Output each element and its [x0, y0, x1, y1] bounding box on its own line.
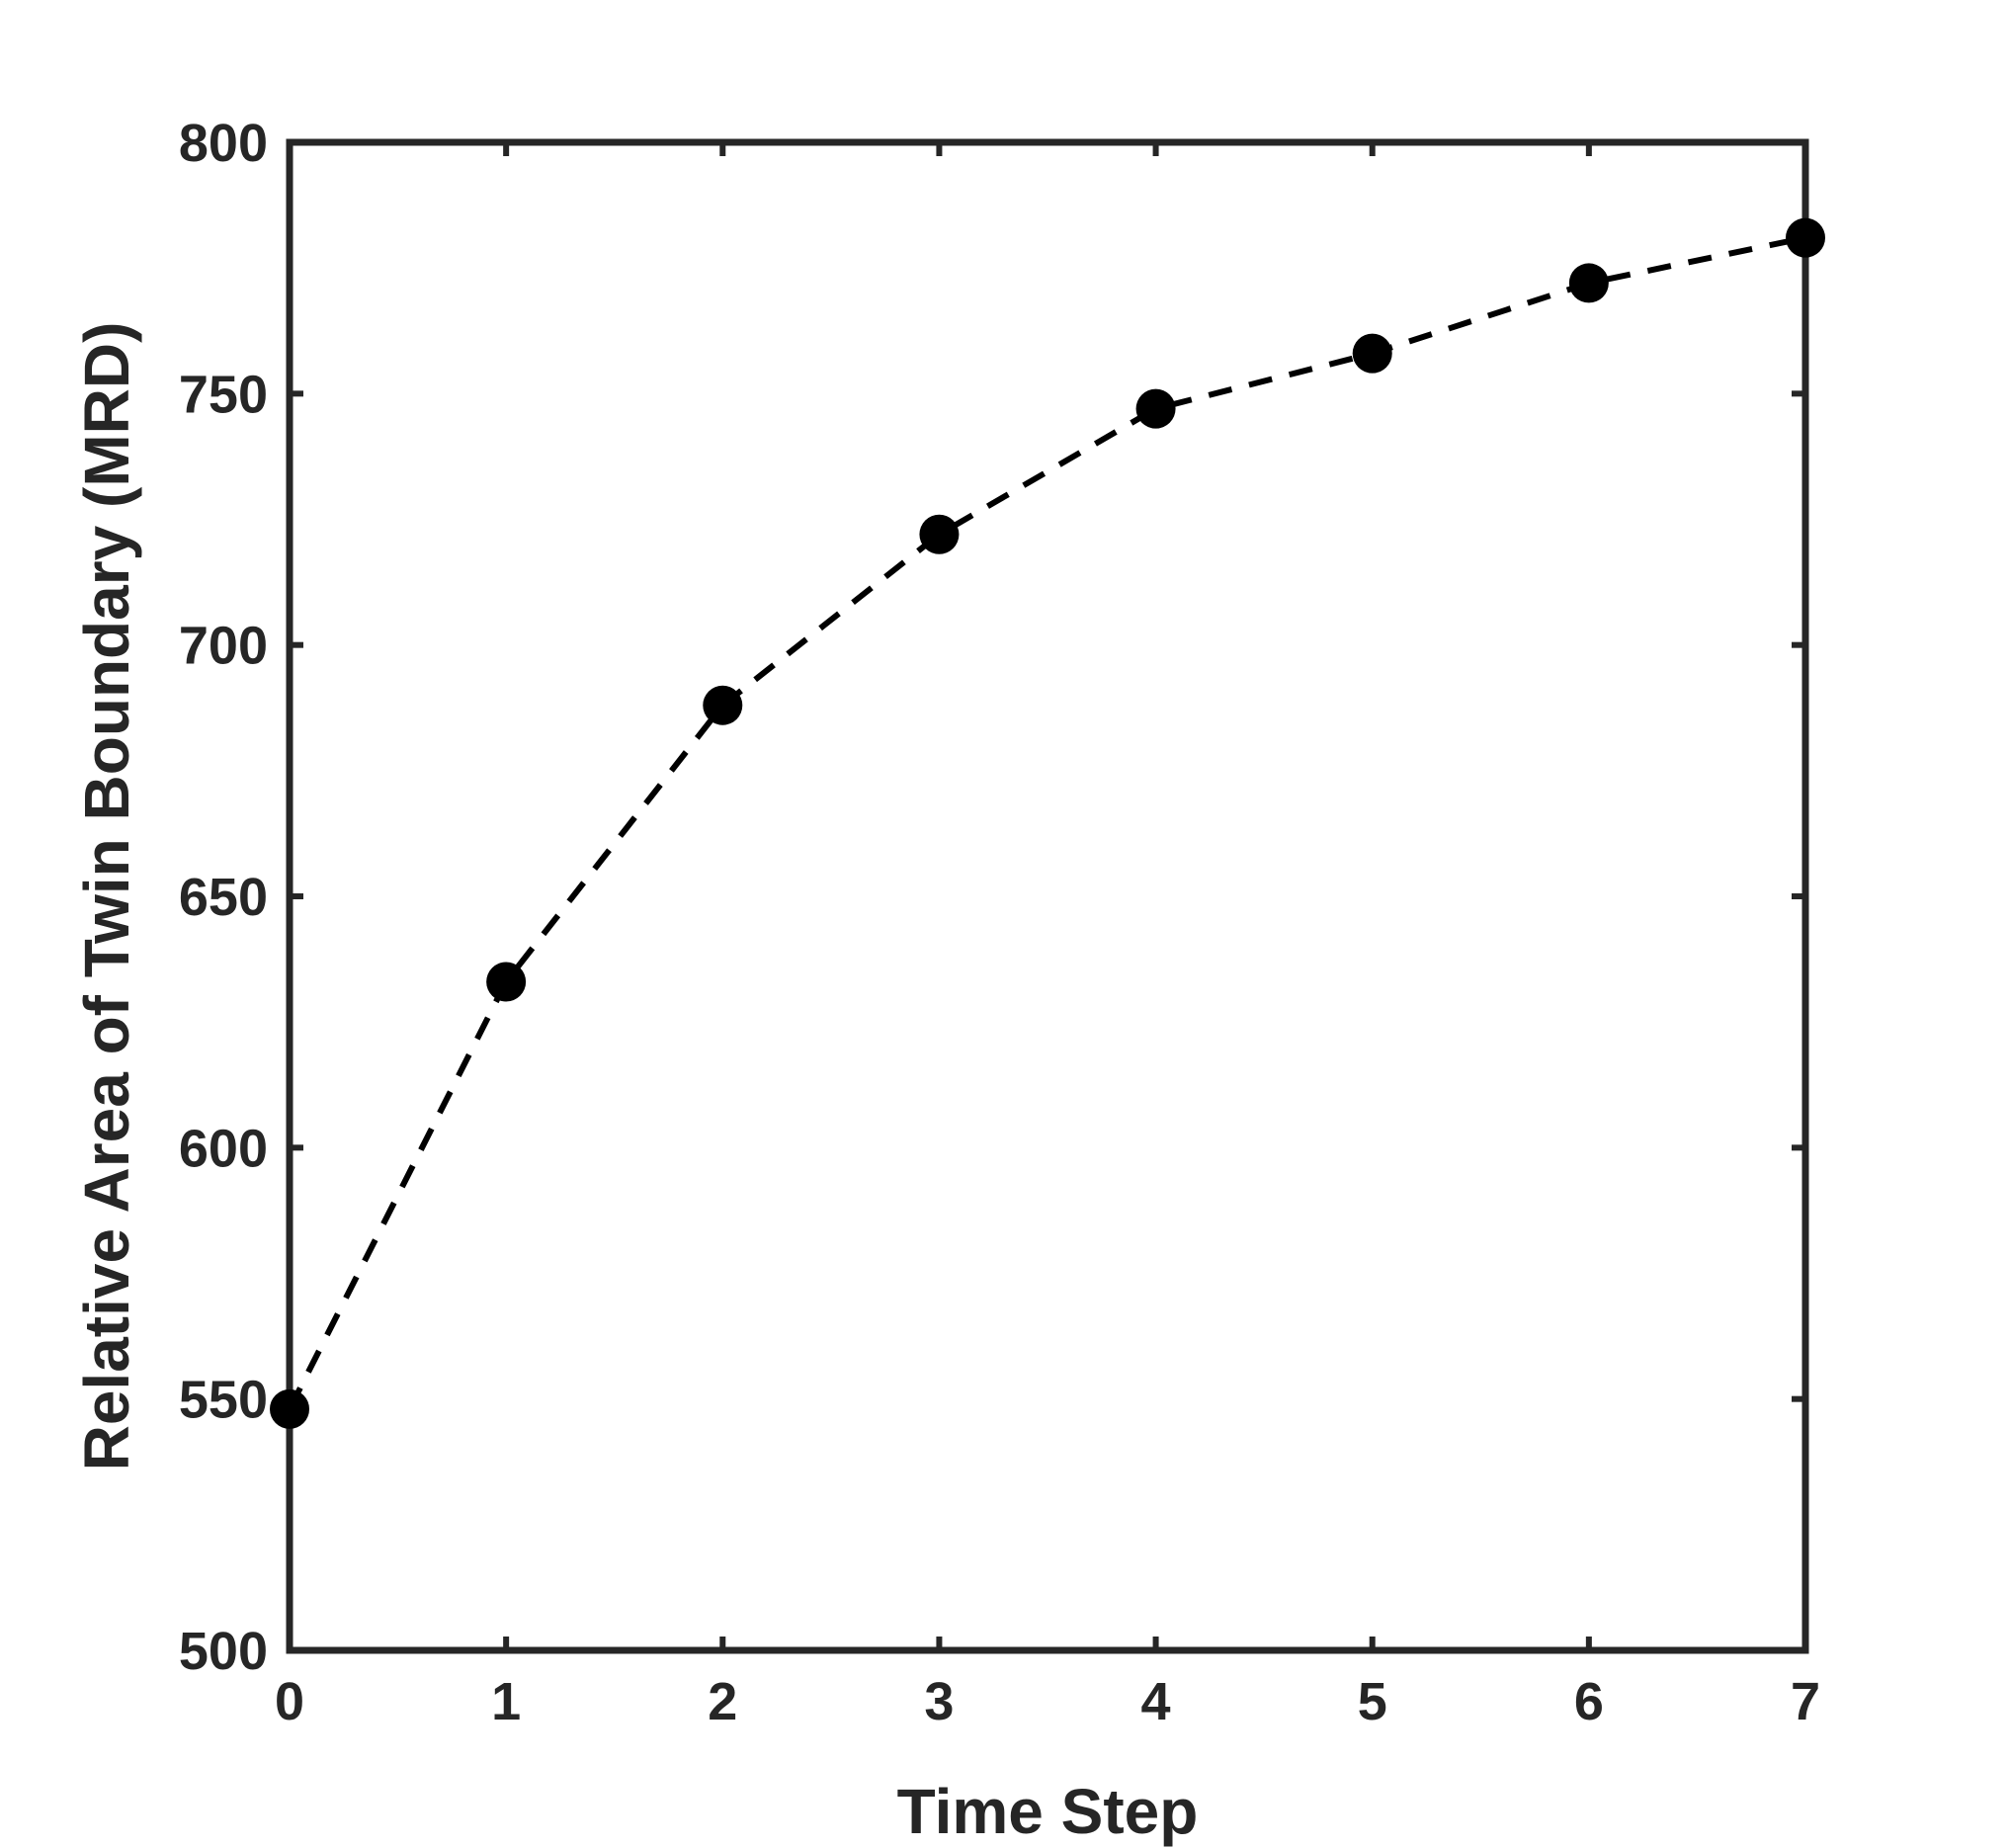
data-point-6 [1568, 263, 1609, 303]
x-tick-label-4: 4 [1141, 1672, 1171, 1731]
x-tick-label-3: 3 [924, 1672, 954, 1731]
data-point-4 [1135, 388, 1176, 429]
data-point-2 [703, 685, 743, 725]
data-point-1 [486, 962, 527, 1002]
axis-ticks [287, 139, 1808, 1653]
y-tick-label-750: 750 [179, 365, 268, 424]
x-tick-label-6: 6 [1574, 1672, 1604, 1731]
x-tick-label-0: 0 [275, 1672, 304, 1731]
data-point-3 [919, 514, 960, 554]
x-tick-label-7: 7 [1791, 1672, 1820, 1731]
x-tick-label-1: 1 [491, 1672, 521, 1731]
x-axis-title: Time Step [897, 1776, 1199, 1847]
data-point-0 [270, 1388, 309, 1429]
y-tick-label-800: 800 [179, 114, 268, 173]
y-tick-labels: 500 550 600 650 700 750 800 [179, 114, 268, 1681]
x-tick-label-5: 5 [1358, 1672, 1387, 1731]
data-point-5 [1352, 333, 1392, 374]
x-tick-labels: 0 1 2 3 4 5 6 7 [275, 1672, 1820, 1731]
x-tick-label-2: 2 [708, 1672, 737, 1731]
data-point-7 [1786, 217, 1825, 258]
y-tick-label-600: 600 [179, 1119, 268, 1178]
series-line [287, 234, 1806, 1411]
y-tick-label-500: 500 [179, 1622, 268, 1681]
y-tick-label-550: 550 [179, 1371, 268, 1430]
y-tick-label-700: 700 [179, 617, 268, 676]
y-tick-label-650: 650 [179, 868, 268, 927]
plot-frame [286, 138, 1809, 1654]
series-points [270, 217, 1825, 1429]
y-axis-title: Relative Area of Twin Boundary (MRD) [71, 322, 142, 1471]
